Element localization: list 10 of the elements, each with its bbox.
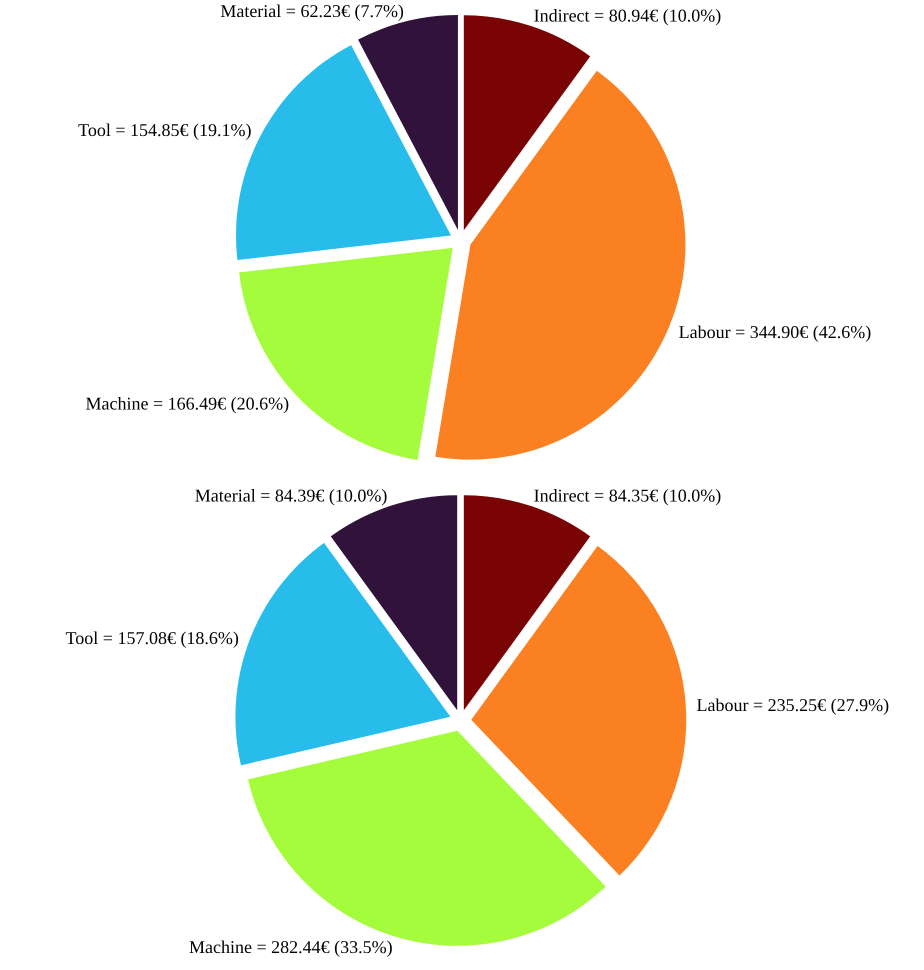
slice-label: Indirect = 80.94€ (10.0%) bbox=[534, 6, 722, 26]
slice-label: Tool = 157.08€ (18.6%) bbox=[66, 628, 239, 648]
slice-label: Indirect = 84.35€ (10.0%) bbox=[534, 486, 722, 506]
slice-label: Machine = 166.49€ (20.6%) bbox=[86, 394, 290, 414]
slice-label: Material = 62.23€ (7.7%) bbox=[220, 0, 404, 21]
slice-label: Labour = 235.25€ (27.9%) bbox=[696, 694, 890, 715]
slice-label: Labour = 344.90€ (42.6%) bbox=[678, 322, 872, 342]
slice-label: Tool = 154.85€ (19.1%) bbox=[78, 120, 252, 140]
slice-label: Material = 84.39€ (10.0%) bbox=[194, 486, 388, 506]
slice-label: Machine = 282.44€ (33.5%) bbox=[189, 937, 393, 958]
